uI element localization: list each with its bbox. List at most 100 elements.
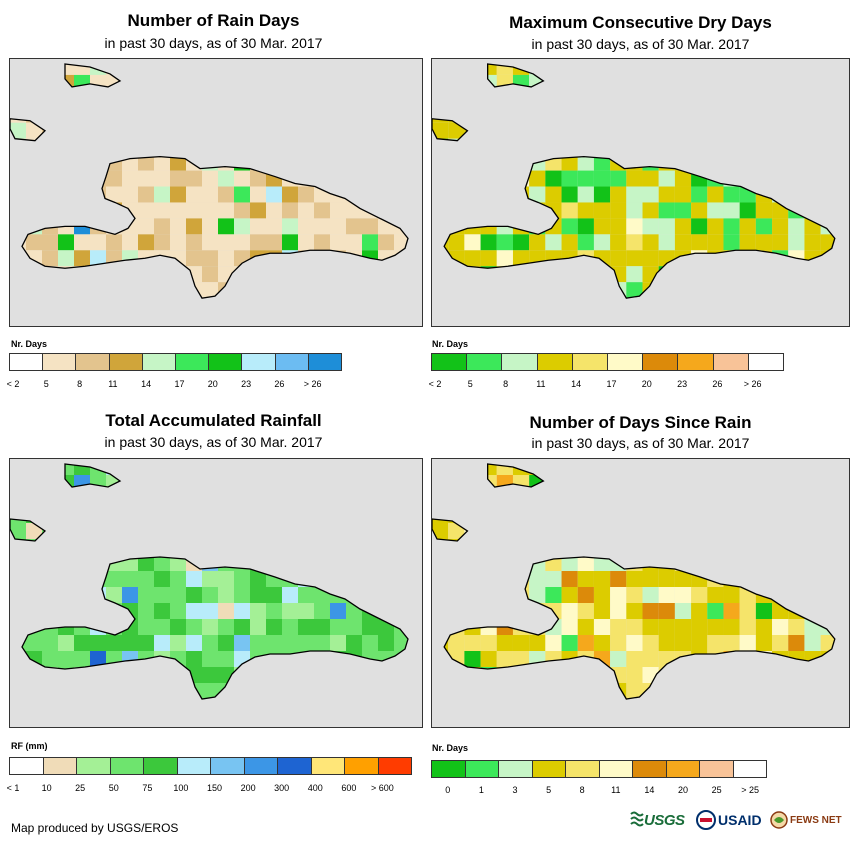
legend-swatch bbox=[176, 354, 210, 370]
panel-rain-days: Number of Rain Days in past 30 days, as … bbox=[0, 0, 427, 400]
panel-title: Number of Days Since Rain bbox=[529, 413, 752, 432]
legend-label: > 26 bbox=[303, 379, 322, 389]
legend-swatch bbox=[733, 761, 766, 777]
legend-swatch bbox=[566, 761, 600, 777]
legend-swatch bbox=[432, 354, 468, 370]
fews-logo: FEWS NET bbox=[770, 806, 842, 834]
legend-swatch bbox=[209, 354, 243, 370]
legend-label: 14 bbox=[571, 379, 582, 389]
hispaniola-outline bbox=[21, 556, 409, 700]
cuba-outline bbox=[487, 463, 545, 488]
legend-label: > 25 bbox=[741, 785, 760, 795]
legend-label: 300 bbox=[274, 783, 290, 793]
usgs-logo: USGS bbox=[630, 806, 685, 834]
panel-subtitle: in past 30 days, as of 30 Mar. 2017 bbox=[104, 35, 323, 51]
legend-swatch bbox=[211, 758, 245, 774]
legend-label: 17 bbox=[174, 379, 185, 389]
map-area bbox=[9, 58, 423, 327]
legend-label: 0 bbox=[445, 785, 451, 795]
legend-label: 600 bbox=[341, 783, 357, 793]
legend-title: RF (mm) bbox=[11, 741, 48, 751]
legend-label: 23 bbox=[677, 379, 688, 389]
jamaica-outline bbox=[432, 518, 469, 542]
legend-label: 20 bbox=[641, 379, 652, 389]
legend-labels: < 1 10 25 50 75 100 150 200 300 400 600 > 600 bbox=[6, 783, 412, 795]
legend-swatch bbox=[713, 354, 749, 370]
legend-bar bbox=[9, 353, 342, 371]
usaid-seal-icon bbox=[696, 810, 716, 830]
fews-globe-icon bbox=[770, 811, 788, 829]
legend-label: 5 bbox=[43, 379, 49, 389]
legend-swatch bbox=[572, 354, 609, 370]
legend-swatch bbox=[532, 761, 566, 777]
panel-dry-days: Maximum Consecutive Dry Days in past 30 … bbox=[427, 0, 854, 400]
legend-label: 11 bbox=[536, 379, 546, 389]
legend-label: 1 bbox=[478, 785, 484, 795]
legend-swatch bbox=[10, 758, 44, 774]
legend-label: 20 bbox=[677, 785, 689, 795]
legend-swatch bbox=[10, 354, 44, 370]
map-canvas bbox=[432, 63, 836, 299]
legend-label: 8 bbox=[77, 379, 83, 389]
legend-label: 14 bbox=[141, 379, 152, 389]
legend-swatch bbox=[432, 761, 466, 777]
legend-label: 25 bbox=[711, 785, 722, 795]
legend-label: < 2 bbox=[6, 379, 20, 389]
hispaniola-outline bbox=[21, 155, 409, 299]
legend-bar bbox=[431, 353, 784, 371]
legend-swatch bbox=[308, 354, 342, 370]
legend-label: < 1 bbox=[6, 783, 20, 793]
panel-title: Total Accumulated Rainfall bbox=[105, 411, 322, 430]
legend-labels: < 2 5 8 11 14 17 20 23 26 > 26 bbox=[428, 379, 784, 391]
legend-label: 23 bbox=[241, 379, 252, 389]
panel-since-rain: Number of Days Since Rain in past 30 day… bbox=[427, 400, 854, 800]
legend-bar bbox=[9, 757, 412, 775]
legend-swatch bbox=[678, 354, 714, 370]
jamaica-outline bbox=[432, 118, 469, 142]
map-area bbox=[9, 458, 423, 728]
panel-subtitle: in past 30 days, as of 30 Mar. 2017 bbox=[104, 434, 323, 450]
legend-bar bbox=[431, 760, 767, 778]
legend-swatch bbox=[43, 354, 77, 370]
legend-label: 5 bbox=[467, 379, 473, 389]
legend-title: Nr. Days bbox=[432, 743, 469, 753]
legend-title: Nr. Days bbox=[11, 339, 48, 349]
legend-label: < 2 bbox=[428, 379, 442, 389]
legend-label: 26 bbox=[712, 379, 723, 389]
legend-title: Nr. Days bbox=[432, 339, 469, 349]
legend-label: > 600 bbox=[371, 783, 394, 793]
legend-label: 8 bbox=[579, 785, 585, 795]
legend-swatch bbox=[502, 354, 538, 370]
panel-title: Number of Rain Days bbox=[127, 11, 300, 30]
legend-swatch bbox=[748, 354, 784, 370]
legend-label: 150 bbox=[206, 783, 223, 793]
legend-label: 400 bbox=[307, 783, 323, 793]
legend-swatch bbox=[499, 761, 533, 777]
map-canvas bbox=[10, 463, 409, 700]
legend-swatch bbox=[465, 761, 499, 777]
map-canvas bbox=[432, 463, 836, 700]
map-canvas bbox=[10, 63, 409, 299]
hispaniola-outline bbox=[443, 556, 836, 700]
hispaniola-outline bbox=[443, 155, 836, 299]
legend-swatch bbox=[144, 758, 178, 774]
legend-label: 75 bbox=[142, 783, 153, 793]
legend-swatch bbox=[700, 761, 734, 777]
jamaica-outline bbox=[10, 118, 47, 142]
legend-label: > 26 bbox=[743, 379, 762, 389]
footer-credit: Map produced by USGS/EROS bbox=[11, 821, 179, 835]
panel-subtitle: in past 30 days, as of 30 Mar. 2017 bbox=[531, 435, 750, 451]
legend-swatch bbox=[378, 758, 411, 774]
map-area bbox=[431, 458, 850, 728]
legend-swatch bbox=[109, 354, 143, 370]
legend-label: 14 bbox=[644, 785, 655, 795]
legend-label: 20 bbox=[207, 379, 218, 389]
legend-label: 50 bbox=[108, 783, 119, 793]
legend-label: 11 bbox=[108, 379, 118, 389]
legend-labels: 0 1 3 5 8 11 14 20 25 > 25 bbox=[431, 785, 767, 797]
legend-label: 5 bbox=[546, 785, 552, 795]
legend-swatch bbox=[77, 758, 111, 774]
legend-swatch bbox=[142, 354, 177, 370]
legend-labels: < 2 5 8 11 14 17 20 23 26 > 26 bbox=[6, 379, 342, 391]
logo-strip: USGS USAID FEWS NET bbox=[630, 806, 844, 834]
